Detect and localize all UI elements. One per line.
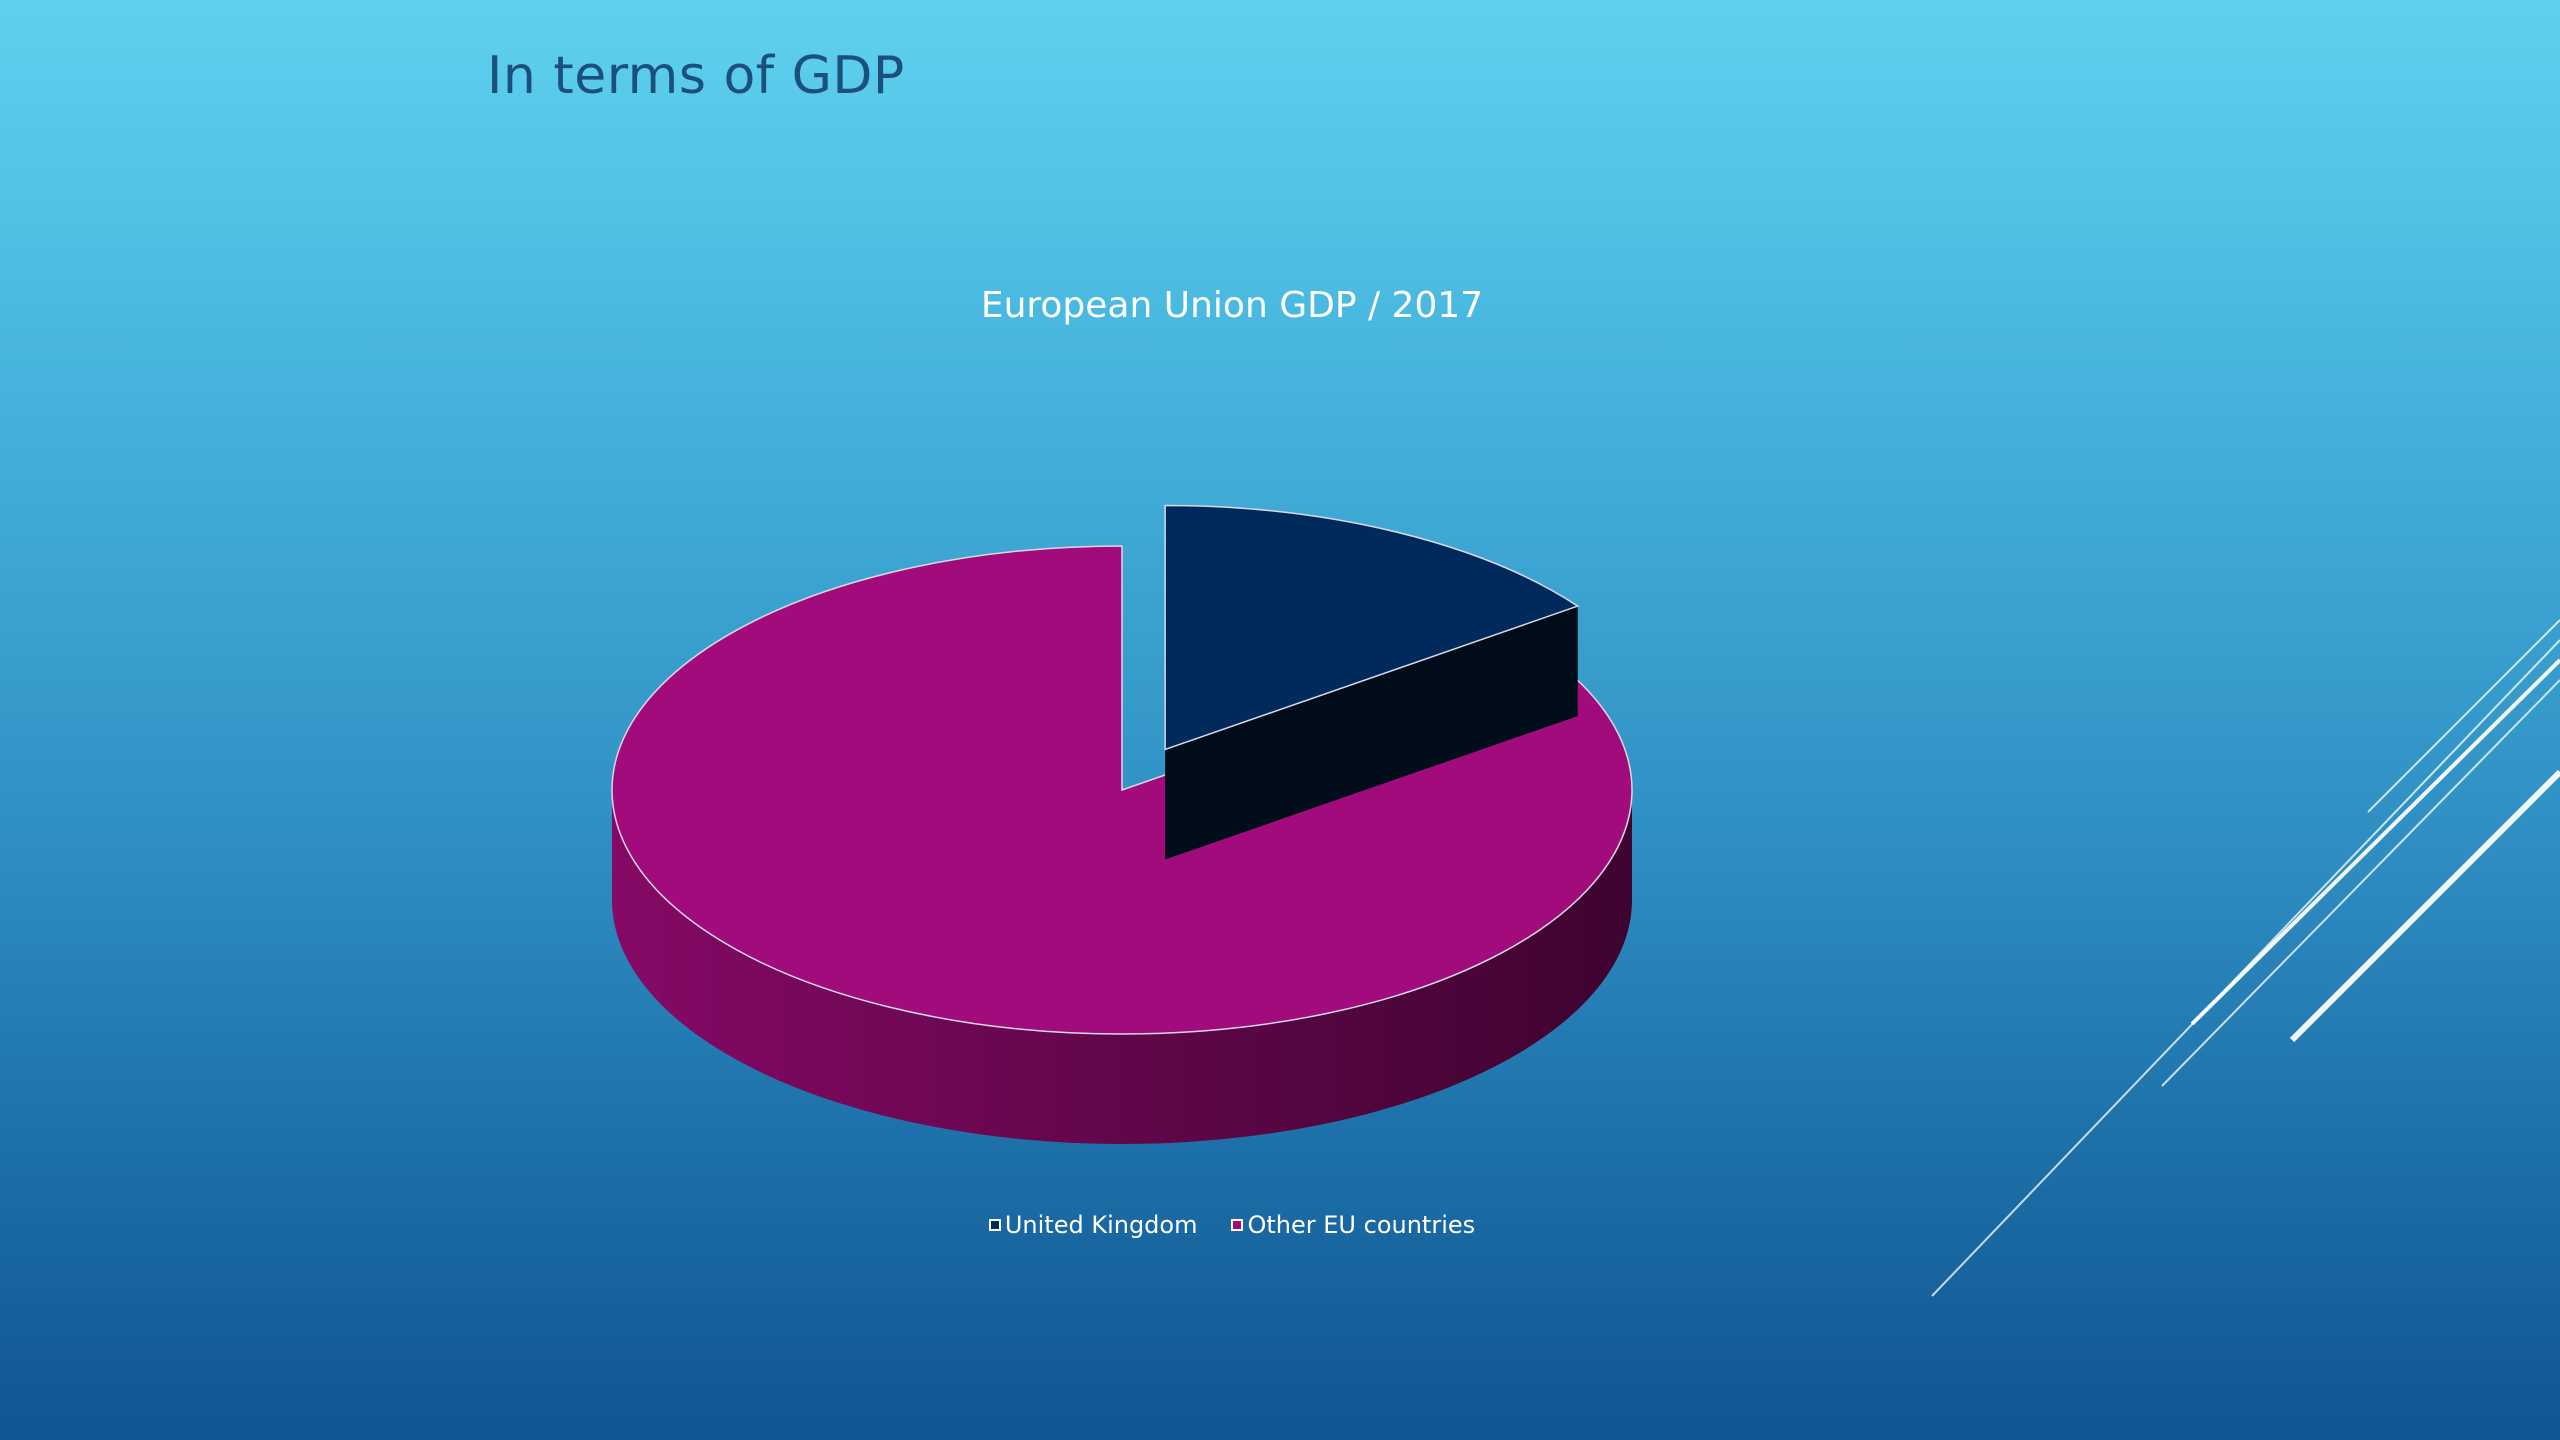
chart-legend: United Kingdom Other EU countries xyxy=(0,1211,2464,1239)
legend-label-other-eu: Other EU countries xyxy=(1247,1211,1476,1239)
pie-slice-wall-other-eu xyxy=(612,790,1632,1144)
chart-title: European Union GDP / 2017 xyxy=(980,285,1484,326)
pie-slice-top-united-kingdom xyxy=(1164,504,1580,751)
slide-title: In terms of GDP xyxy=(487,46,905,106)
legend-swatch-other-eu xyxy=(1231,1219,1244,1231)
legend-item-united-kingdom: United Kingdom xyxy=(988,1211,1198,1239)
pie-slice-united-kingdom xyxy=(1164,504,1580,860)
pie-slice-top-other-eu xyxy=(611,545,1633,1035)
legend-item-other-eu: Other EU countries xyxy=(1231,1211,1475,1239)
pie-slice-side-united-kingdom xyxy=(1165,606,1578,860)
legend-label-united-kingdom: United Kingdom xyxy=(1004,1211,1198,1239)
legend-swatch-united-kingdom xyxy=(988,1219,1001,1231)
